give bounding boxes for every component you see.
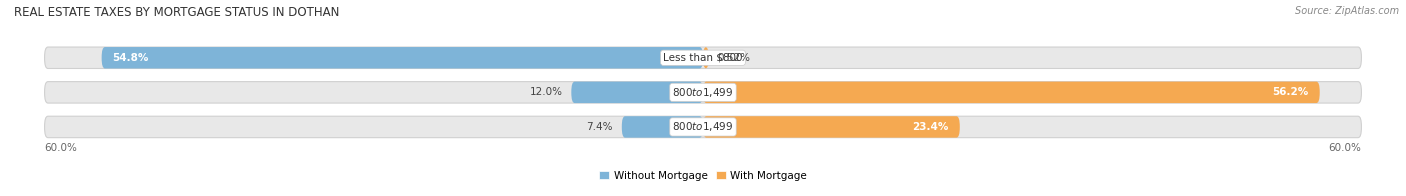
FancyBboxPatch shape: [45, 116, 1361, 138]
Text: 60.0%: 60.0%: [45, 143, 77, 153]
Text: Source: ZipAtlas.com: Source: ZipAtlas.com: [1295, 6, 1399, 16]
Text: 60.0%: 60.0%: [1329, 143, 1361, 153]
Text: Less than $800: Less than $800: [664, 53, 742, 63]
Text: $800 to $1,499: $800 to $1,499: [672, 86, 734, 99]
Text: 0.52%: 0.52%: [717, 53, 751, 63]
Text: 23.4%: 23.4%: [912, 122, 949, 132]
FancyBboxPatch shape: [703, 116, 960, 138]
Text: 7.4%: 7.4%: [586, 122, 613, 132]
Text: 56.2%: 56.2%: [1272, 87, 1309, 97]
Legend: Without Mortgage, With Mortgage: Without Mortgage, With Mortgage: [599, 171, 807, 181]
FancyBboxPatch shape: [703, 47, 709, 68]
FancyBboxPatch shape: [45, 47, 1361, 68]
Text: REAL ESTATE TAXES BY MORTGAGE STATUS IN DOTHAN: REAL ESTATE TAXES BY MORTGAGE STATUS IN …: [14, 6, 339, 19]
Text: 54.8%: 54.8%: [112, 53, 149, 63]
FancyBboxPatch shape: [45, 82, 1361, 103]
Text: 12.0%: 12.0%: [530, 87, 562, 97]
FancyBboxPatch shape: [571, 82, 703, 103]
FancyBboxPatch shape: [703, 82, 1320, 103]
Text: $800 to $1,499: $800 to $1,499: [672, 120, 734, 133]
FancyBboxPatch shape: [101, 47, 703, 68]
FancyBboxPatch shape: [621, 116, 703, 138]
